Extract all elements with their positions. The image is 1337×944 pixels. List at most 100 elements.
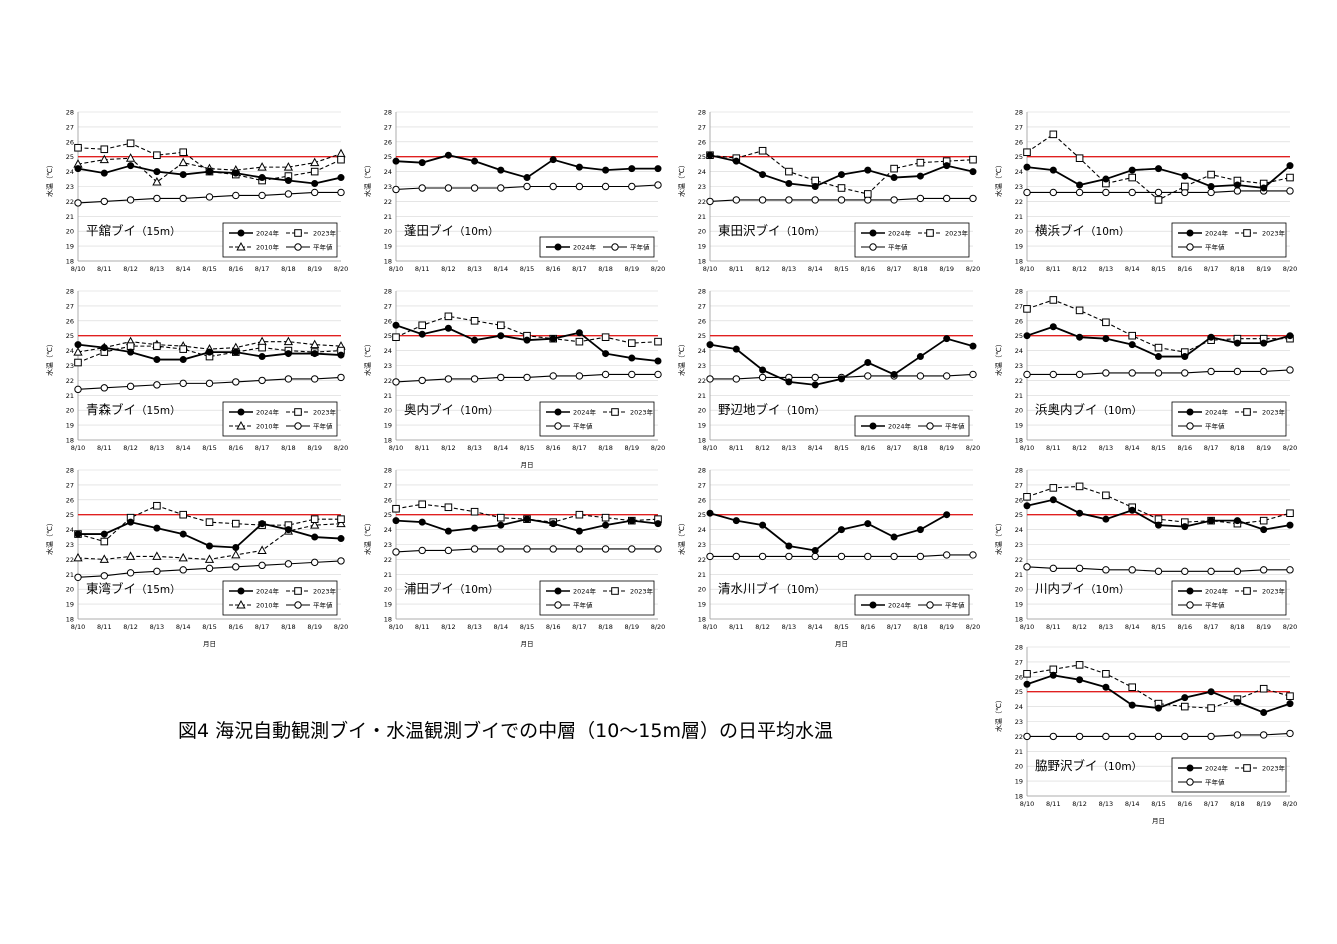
x-tick-label: 8/14 [493,265,508,273]
series-normal-point [916,194,925,203]
y-tick-label: 20 [66,407,74,415]
series-2024-point [864,359,872,367]
series-normal-point [1102,732,1110,741]
series-2024-point [1049,671,1057,679]
y-tick-label: 20 [698,228,706,236]
x-tick-label: 8/18 [598,265,613,273]
series-normal [706,194,977,206]
series-normal-point [179,194,187,203]
x-tick-label: 8/20 [966,265,981,273]
y-tick-label: 20 [384,407,392,415]
x-tick-label: 8/19 [307,444,322,452]
series-2024 [706,509,951,554]
y-tick-label: 22 [698,377,706,385]
y-tick-label: 27 [66,302,74,310]
legend-2023-point [294,587,302,595]
x-tick-label: 8/16 [1177,444,1192,452]
x-tick-label: 8/16 [860,444,875,452]
series-2024-point [1207,183,1215,190]
y-tick-label: 19 [1015,778,1023,786]
series-normal-point [444,375,453,383]
x-tick-label: 8/14 [493,444,508,452]
series-normal-point [1154,567,1163,576]
series-2023-point [74,143,82,152]
series-2023-point [837,184,846,192]
panel-title: 東湾ブイ（15m） [86,581,181,596]
y-tick-label: 24 [1015,703,1023,711]
x-tick-label: 8/10 [703,265,718,273]
series-normal-point [575,545,584,553]
series-2024-point [523,336,531,344]
x-tick-label: 8/13 [1099,265,1114,273]
series-2023-point [1075,306,1084,315]
series-2024-point [497,521,505,529]
series-2023-point [628,339,636,347]
series-normal-point [1286,729,1294,738]
series-2024 [1023,496,1294,534]
chart-panel: 18 19 20 21 22 23 24 25 26 27 28 8/10 8/11 8/12 8/13 8/… [994,644,1297,826]
series-normal-point [758,373,767,382]
y-tick-label: 23 [66,183,74,191]
series-2023-point [418,321,426,330]
legend-normal-label: 平年値 [1205,778,1225,787]
panel-title: 平舘ブイ（15m） [86,223,181,238]
series-normal-point [126,382,135,391]
y-tick-label: 24 [698,347,706,355]
panel-title-depth: （15m） [136,405,181,417]
series-normal-point [575,182,584,191]
y-axis-label: 水温（℃） [45,161,54,197]
series-normal-point [1075,732,1084,741]
y-tick-label: 23 [384,541,392,549]
series-2024-point [1049,323,1057,331]
panel-title-depth: （10m） [454,405,499,417]
series-2024-point [1286,700,1294,708]
series-2024-point [127,518,135,526]
series-2024-point [74,530,82,538]
series-2024-point [628,354,636,362]
series-2023-point [890,164,898,173]
series-normal-point [497,373,505,382]
x-tick-label: 8/12 [441,265,456,273]
x-tick-label: 8/18 [598,444,613,452]
x-tick-label: 8/16 [228,623,243,631]
series-normal [74,188,345,207]
series-2024 [706,335,977,389]
series-2024 [1023,671,1294,717]
y-tick-label: 21 [384,571,392,579]
series-2024-point [916,172,924,180]
series-normal-point [444,546,453,555]
series-normal-point [654,181,662,189]
series-normal-point [943,372,951,380]
y-axis-label: 水温（℃） [994,696,1003,732]
series-2010-point [178,157,188,167]
series-2023-point [654,337,662,346]
series-normal-point [497,545,505,553]
legend-2023-label: 2023年 [313,408,337,417]
legend-box [539,580,655,616]
x-tick-label: 8/18 [913,623,928,631]
series-normal-point [943,194,951,203]
series-2024-point [284,350,292,358]
series-normal [1023,729,1294,741]
series-2024-point [1076,181,1084,189]
y-tick-label: 24 [66,168,74,176]
y-tick-label: 20 [1015,407,1023,415]
legend-2024-label: 2024年 [256,408,280,417]
series-2024-point [549,520,557,528]
legend-normal-point [294,601,302,609]
series-2023-point [1049,484,1058,492]
y-tick-label: 27 [1015,658,1023,666]
series-2024-line [709,154,974,188]
x-tick-label: 8/10 [703,623,718,631]
series-normal-point [575,372,584,380]
x-tick-label: 8/16 [228,444,243,452]
x-tick-label: 8/12 [123,265,138,273]
series-normal-point [470,375,479,383]
legend-2023-point [1243,229,1251,237]
y-tick-label: 26 [698,317,706,325]
x-tick-label: 8/16 [1177,623,1192,631]
series-normal-point [1181,567,1189,576]
y-axis-label: 水温（℃） [994,340,1003,376]
series-2023-point [575,337,584,346]
